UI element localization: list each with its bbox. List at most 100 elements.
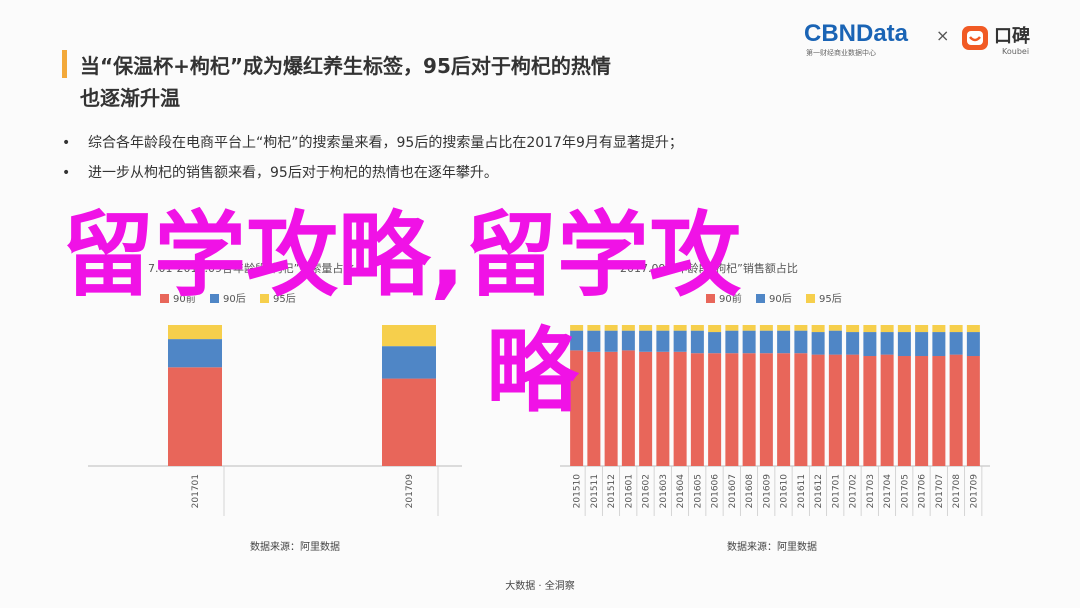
bar-segment bbox=[759, 330, 773, 354]
x-tick-label: 201606 bbox=[711, 474, 721, 509]
bar-segment bbox=[811, 325, 825, 333]
bar-segment bbox=[915, 356, 929, 466]
x-tick-label: 201603 bbox=[659, 474, 669, 508]
bar-segment bbox=[168, 325, 222, 340]
x-tick-label: 201601 bbox=[624, 474, 634, 508]
bar-segment bbox=[168, 367, 222, 466]
bar-segment bbox=[966, 356, 980, 466]
bar-segment bbox=[382, 325, 436, 347]
bar-segment bbox=[621, 350, 635, 466]
bullet-dot: • bbox=[62, 165, 71, 181]
chart-title: 7.01-2017.09各年龄段“枸杞”搜索量占比 bbox=[148, 261, 354, 275]
x-tick-label: 201707 bbox=[935, 474, 945, 508]
bar-segment bbox=[725, 325, 739, 331]
x-tick-label: 201605 bbox=[693, 474, 703, 508]
bar-segment bbox=[690, 325, 704, 331]
bar-segment bbox=[587, 325, 601, 331]
bar-segment bbox=[639, 351, 653, 466]
bar-segment bbox=[880, 332, 894, 355]
bar-segment bbox=[587, 351, 601, 466]
bar-segment bbox=[828, 330, 842, 355]
source-note-left: 数据来源：阿里数据 bbox=[250, 542, 340, 553]
bar-segment bbox=[828, 354, 842, 466]
bar-segment bbox=[621, 330, 635, 351]
slide-title-line2: 也逐渐升温 bbox=[80, 86, 180, 110]
bar-segment bbox=[759, 325, 773, 331]
x-tick-label: 201609 bbox=[762, 474, 772, 509]
bar-segment bbox=[742, 353, 756, 466]
bar-segment bbox=[725, 353, 739, 466]
bar-segment bbox=[639, 325, 653, 331]
slide-title: 当“保温杯+枸杞”成为爆红养生标签，95后对于枸杞的热情 也逐渐升温 bbox=[80, 50, 611, 114]
legend-label: 90后 bbox=[769, 293, 792, 305]
x-tick-label: 201612 bbox=[814, 474, 824, 508]
bar-segment bbox=[949, 354, 963, 466]
legend-label: 90后 bbox=[223, 293, 246, 305]
x-tick-label: 201510 bbox=[573, 474, 583, 509]
bar-segment bbox=[777, 353, 791, 466]
source-note-right: 数据来源：阿里数据 bbox=[727, 542, 817, 553]
bar-segment bbox=[639, 330, 653, 352]
bar-segment bbox=[949, 325, 963, 333]
bar-segment bbox=[863, 356, 877, 466]
bar-segment bbox=[725, 330, 739, 354]
legend-swatch bbox=[806, 294, 815, 303]
bar-segment bbox=[794, 325, 808, 331]
koubei-subtitle: Koubei bbox=[1002, 47, 1030, 56]
cbndata-subtitle: 第一财经商业数据中心 bbox=[806, 49, 876, 57]
bar-segment bbox=[897, 332, 911, 357]
legend-swatch bbox=[160, 294, 169, 303]
bar-segment bbox=[570, 350, 584, 466]
legend-label: 95后 bbox=[273, 293, 296, 305]
legend-swatch bbox=[210, 294, 219, 303]
bar-segment bbox=[587, 330, 601, 352]
x-tick-label: 201608 bbox=[745, 474, 755, 509]
bar-segment bbox=[846, 325, 860, 333]
bar-segment bbox=[777, 330, 791, 354]
bar-segment bbox=[932, 332, 946, 357]
smile-bag-icon bbox=[962, 26, 988, 50]
bar-segment bbox=[794, 353, 808, 466]
bar-segment bbox=[656, 351, 670, 466]
bar-segment bbox=[673, 325, 687, 331]
x-tick-label: 201701 bbox=[191, 474, 201, 508]
bar-segment bbox=[570, 330, 584, 351]
legend-swatch bbox=[706, 294, 715, 303]
legend-label: 90前 bbox=[173, 292, 196, 305]
bar-segment bbox=[742, 330, 756, 354]
bar-segment bbox=[708, 325, 722, 333]
bar-segment bbox=[846, 332, 860, 355]
legend-swatch bbox=[756, 294, 765, 303]
bar-segment bbox=[949, 332, 963, 355]
bar-segment bbox=[915, 325, 929, 333]
x-tick-label: 201611 bbox=[797, 474, 807, 508]
bar-segment bbox=[897, 356, 911, 466]
bar-segment bbox=[880, 354, 894, 466]
bullet-text-2: 进一步从枸杞的销售额来看，95后对于枸杞的热情也在逐年攀升。 bbox=[88, 165, 498, 181]
bar-segment bbox=[708, 353, 722, 466]
bar-segment bbox=[932, 325, 946, 333]
x-tick-label: 201511 bbox=[590, 474, 600, 508]
cbndata-logo: CBNData bbox=[804, 20, 909, 47]
bar-segment bbox=[742, 325, 756, 331]
bar-segment bbox=[382, 378, 436, 466]
legend-swatch bbox=[260, 294, 269, 303]
bar-segment bbox=[382, 346, 436, 379]
bar-segment bbox=[168, 339, 222, 368]
bar-segment bbox=[708, 332, 722, 354]
bar-segment bbox=[621, 325, 635, 331]
chart-title: 2017.09各年龄段“枸杞”销售额占比 bbox=[620, 261, 798, 275]
legend-label: 95后 bbox=[819, 293, 842, 305]
bar-segment bbox=[777, 325, 791, 331]
x-tick-label: 201702 bbox=[849, 474, 859, 508]
overlay-watermark-line1: 留学攻略,留学攻 bbox=[62, 202, 741, 309]
bar-segment bbox=[604, 325, 618, 331]
x-tick-label: 201701 bbox=[831, 474, 841, 508]
x-tick-label: 201706 bbox=[918, 474, 928, 509]
bar-segment bbox=[863, 332, 877, 357]
bar-segment bbox=[846, 354, 860, 466]
koubei-logo: 口碑 bbox=[994, 26, 1030, 47]
times-sign: × bbox=[936, 26, 950, 45]
